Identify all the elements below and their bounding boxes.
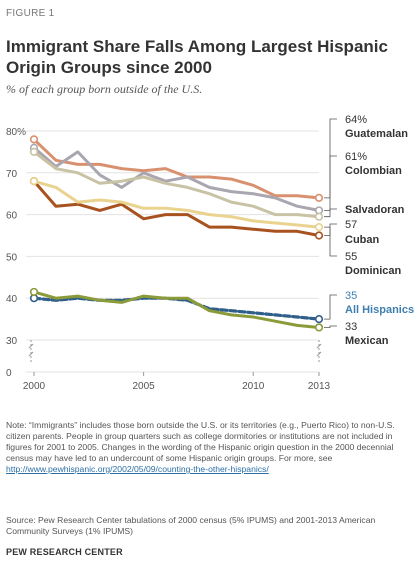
label-connector [324, 294, 337, 320]
label-connector [324, 208, 337, 218]
series-line-salvadoran [32, 150, 321, 219]
series-end-marker [314, 193, 324, 202]
x-tick-label: 2005 [132, 381, 155, 392]
series-end-marker [314, 223, 324, 232]
series-line-mexican [32, 290, 321, 329]
end-value-label: 57 [345, 219, 357, 231]
series-name-label: Dominican [345, 265, 402, 277]
label-connector [324, 226, 337, 257]
series-end-marker [314, 315, 324, 324]
series-line-cuban [32, 179, 321, 237]
series-start-marker [29, 147, 39, 157]
chart-title: Immigrant Share Falls Among Largest Hisp… [6, 37, 388, 77]
y-tick-label: 30 [6, 336, 18, 347]
series-end-marker [314, 323, 324, 332]
end-value-label: 55 [345, 251, 357, 263]
y-tick-label: 0 [6, 368, 12, 379]
label-connector [324, 325, 337, 328]
label-connector [324, 155, 337, 211]
y-tick-label: 60 [6, 211, 18, 222]
series-line-guatemalan [32, 137, 321, 200]
series-name-label: Cuban [345, 234, 380, 246]
end-value-label: 64% [345, 114, 367, 126]
series-name-label: Salvadoran [345, 204, 405, 216]
series-start-marker [29, 135, 39, 144]
x-tick-label: 2010 [242, 381, 265, 392]
series-end-marker [314, 212, 324, 221]
chart-source: Source: Pew Research Center tabulations … [6, 515, 376, 536]
y-tick-label: 40 [6, 294, 18, 305]
y-tick-label: 70 [6, 169, 18, 180]
y-tick-label: 80% [6, 127, 26, 138]
series-line-colombian [32, 146, 321, 212]
x-tick-label: 2013 [308, 381, 331, 392]
line-chart: 0 30 40 50 60 70 80% 2000 2005 2010 2013 64% Guatema… [6, 114, 414, 392]
series-name-label: Guatemalan [345, 128, 408, 140]
series-line-dominican [32, 179, 321, 229]
series-name-label: Mexican [345, 335, 389, 347]
y-tick-label: 50 [6, 252, 18, 263]
note-text: Note: “Immigrants” includes those born o… [6, 420, 395, 463]
publisher-name: PEW RESEARCH CENTER [6, 547, 123, 557]
chart-note: Note: “Immigrants” includes those born o… [6, 420, 414, 475]
end-value-label: 61% [345, 151, 367, 163]
series-start-marker [29, 177, 39, 186]
note-link[interactable]: http://www.pewhispanic.org/2002/05/09/co… [6, 464, 269, 474]
figure-label: FIGURE 1 [6, 8, 55, 19]
series-name-label: Colombian [345, 165, 402, 177]
series-start-marker [29, 287, 39, 297]
label-connector [324, 223, 337, 236]
end-value-label: 35 [345, 290, 357, 302]
series-line-all-hispanics [32, 296, 321, 321]
x-tick-label: 2000 [23, 381, 46, 392]
label-connector [324, 118, 337, 199]
chart-subtitle: % of each group born outside of the U.S. [6, 82, 203, 96]
series-end-marker [314, 231, 324, 240]
series-name-label: All Hispanics [345, 304, 414, 316]
end-value-label: 33 [345, 321, 357, 333]
